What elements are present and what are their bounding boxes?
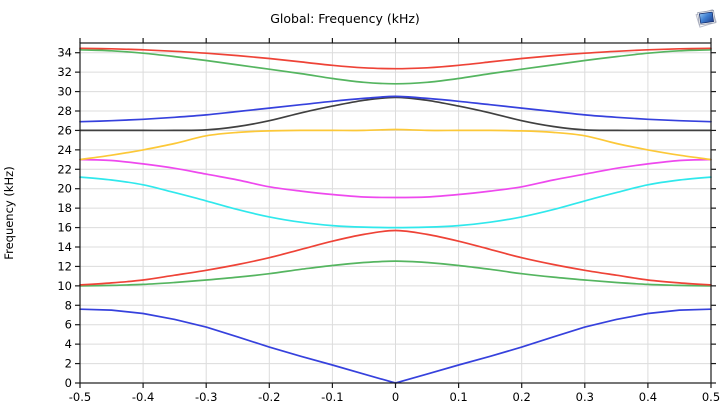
y-tick-label: 0 xyxy=(65,376,72,390)
series-band-4 xyxy=(79,176,712,229)
x-tick-label: 0.5 xyxy=(702,390,720,404)
y-tick-label: 6 xyxy=(65,318,72,332)
y-tick-label: 4 xyxy=(65,337,72,351)
series-band-3 xyxy=(79,229,712,286)
x-tick-label: 0.1 xyxy=(449,390,467,404)
y-tick-label: 32 xyxy=(57,65,72,79)
y-tick-label: 30 xyxy=(57,85,72,99)
series-band-8 xyxy=(79,95,712,123)
series-band-9 xyxy=(79,48,712,85)
x-tick-label: -0.2 xyxy=(258,390,280,404)
x-tick-label: 0.4 xyxy=(639,390,657,404)
plot-title: Global: Frequency (kHz) xyxy=(270,11,420,26)
x-tick-label: -0.4 xyxy=(132,390,154,404)
y-tick-label: 2 xyxy=(65,357,72,371)
y-tick-label: 14 xyxy=(57,240,72,254)
y-tick-label: 18 xyxy=(57,201,72,215)
series-band-7 xyxy=(79,96,712,132)
y-tick-label: 10 xyxy=(57,279,72,293)
y-tick-label: 16 xyxy=(57,221,72,235)
x-tick-label: 0.2 xyxy=(513,390,531,404)
series-band-10 xyxy=(79,47,712,70)
series-band-6 xyxy=(79,128,712,161)
image-snapshot-icon[interactable] xyxy=(694,6,718,30)
x-tick-label: -0.3 xyxy=(195,390,217,404)
y-tick-label: 24 xyxy=(57,143,72,157)
series-band-2 xyxy=(79,260,712,287)
x-tick-label: -0.5 xyxy=(69,390,91,404)
y-tick-label: 12 xyxy=(57,259,72,273)
y-tick-label: 26 xyxy=(57,123,72,137)
y-tick-label: 28 xyxy=(57,104,72,118)
y-axis-label: Frequency (kHz) xyxy=(2,166,16,259)
series-band-5 xyxy=(79,158,712,199)
snapshot-front-photo xyxy=(697,9,716,26)
x-tick-label: -0.1 xyxy=(321,390,343,404)
y-tick-label: 20 xyxy=(57,182,72,196)
y-tick-label: 34 xyxy=(57,46,72,60)
x-tick-label: 0.3 xyxy=(576,390,594,404)
x-tick-label: 0 xyxy=(392,390,399,404)
y-tick-label: 22 xyxy=(57,162,72,176)
y-tick-label: 8 xyxy=(65,298,72,312)
